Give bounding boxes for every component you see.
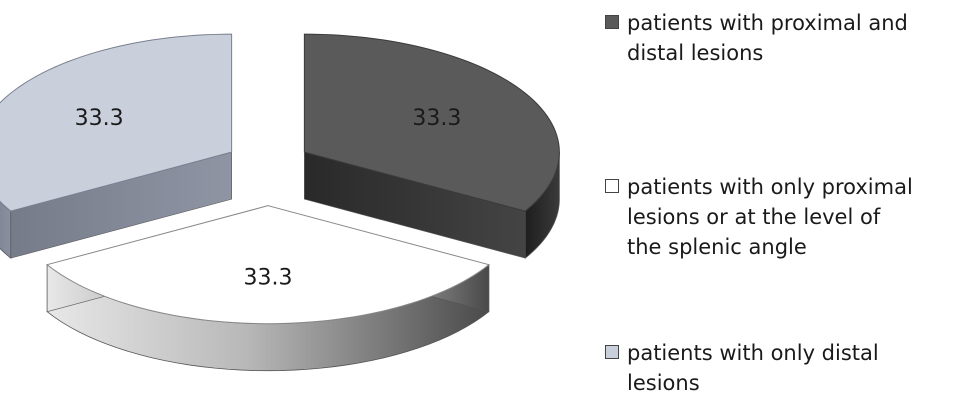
legend-label-only-proximal: patients with only proximal lesions or a… — [627, 175, 913, 259]
pie-chart: 33.3 33.3 33.3 — [0, 33, 560, 372]
legend-label-proximal-and-distal: patients with proximal and distal lesion… — [627, 11, 908, 65]
legend-swatch-proximal-and-distal — [605, 15, 619, 29]
legend-swatch-only-proximal — [605, 179, 619, 193]
legend: patients with proximal and distal lesion… — [605, 0, 957, 397]
data-label-proximal-and-distal: 33.3 — [412, 106, 461, 131]
slice-proximal-and-distal — [303, 33, 560, 259]
data-label-only-proximal: 33.3 — [244, 266, 293, 291]
slice-only-distal-top — [0, 33, 233, 212]
slice-only-proximal — [46, 205, 490, 372]
legend-swatch-only-distal — [605, 345, 619, 359]
slice-only-distal — [0, 33, 233, 259]
data-label-only-distal: 33.3 — [75, 106, 124, 131]
legend-item-only-proximal: patients with only proximal lesions or a… — [605, 172, 913, 262]
legend-item-only-distal: patients with only distal lesions — [605, 338, 879, 398]
slice-proximal-and-distal-top — [303, 33, 560, 212]
legend-item-proximal-and-distal: patients with proximal and distal lesion… — [605, 8, 908, 68]
legend-label-only-distal: patients with only distal lesions — [627, 341, 879, 395]
slice-only-proximal-top — [46, 205, 490, 325]
